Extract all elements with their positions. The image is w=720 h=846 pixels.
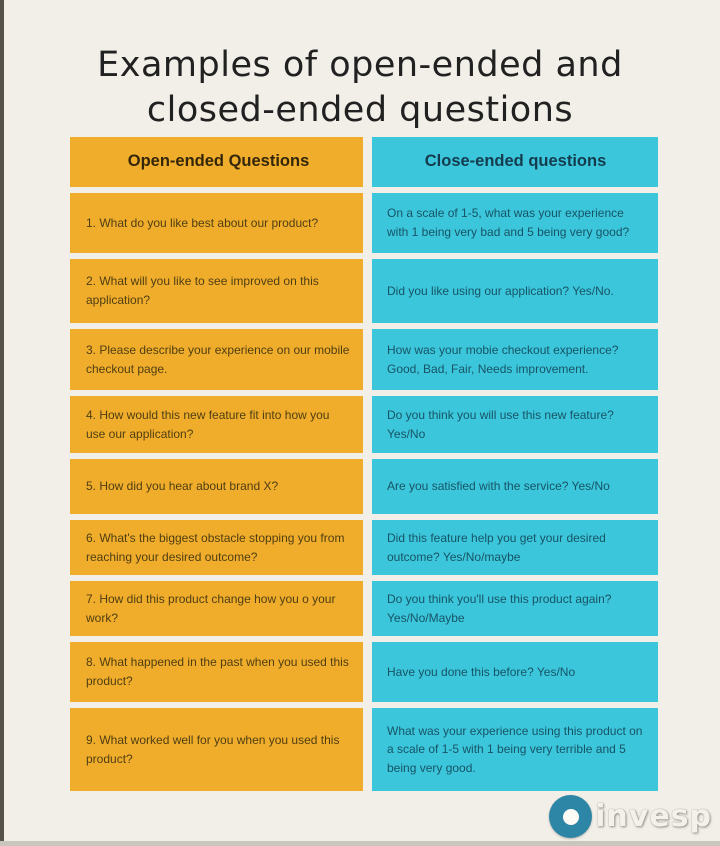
open-question-cell: 1. What do you like best about our produ… (70, 193, 363, 253)
closed-answer-cell: Do you think you will use this new featu… (372, 396, 658, 453)
closed-answer-cell: Have you done this before? Yes/No (372, 642, 658, 702)
left-edge-artifact (0, 0, 4, 846)
logo-text: invesp (595, 799, 712, 834)
open-question-cell: 3. Please describe your experience on ou… (70, 329, 363, 390)
closed-header-cell: Close-ended questions (372, 137, 658, 187)
closed-answer-cell: What was your experience using this prod… (372, 708, 658, 791)
page-title: Examples of open-ended and closed-ended q… (4, 43, 716, 133)
open-question-cell: 2. What will you like to see improved on… (70, 259, 363, 323)
open-question-cell: 4. How would this new feature fit into h… (70, 396, 363, 453)
closed-answer-cell: How was your mobie checkout experience? … (372, 329, 658, 390)
closed-answer-cell: On a scale of 1-5, what was your experie… (372, 193, 658, 253)
closed-answer-cell: Do you think you'll use this product aga… (372, 581, 658, 636)
invesp-logo: invesp (549, 795, 712, 838)
open-header-cell: Open-ended Questions (70, 137, 363, 187)
page-title-line1: Examples of open-ended and (97, 45, 623, 86)
open-question-cell: 5. How did you hear about brand X? (70, 459, 363, 514)
open-question-cell: 9. What worked well for you when you use… (70, 708, 363, 791)
donut-ring-icon (549, 795, 593, 838)
closed-answer-cell: Did you like using our application? Yes/… (372, 259, 658, 323)
open-question-cell: 8. What happened in the past when you us… (70, 642, 363, 702)
bottom-edge-artifact (0, 841, 720, 846)
closed-answer-cell: Did this feature help you get your desir… (372, 520, 658, 575)
page-title-line2: closed-ended questions (146, 90, 574, 131)
open-question-cell: 6. What's the biggest obstacle stopping … (70, 520, 363, 575)
closed-answer-cell: Are you satisfied with the service? Yes/… (372, 459, 658, 514)
comparison-table: Open-ended Questions Close-ended questio… (70, 137, 658, 791)
open-question-cell: 7. How did this product change how you o… (70, 581, 363, 636)
